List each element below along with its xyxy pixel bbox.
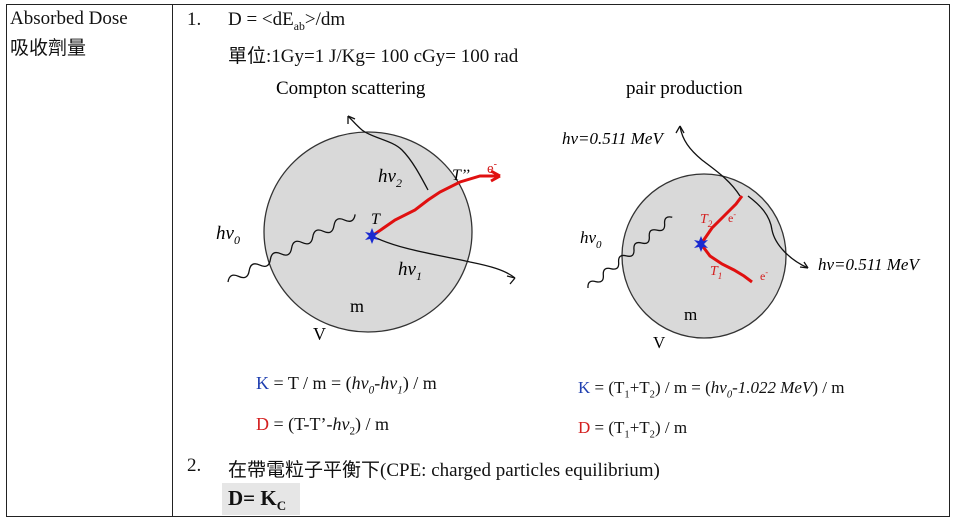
compton-volume-circle: [263, 131, 473, 333]
definition-table: [6, 4, 950, 517]
compton-dose-equation: D = (T-T’-hv2) / m: [256, 414, 390, 438]
compton-secondary-arrow: [347, 115, 356, 124]
pair-label-electron: e-: [760, 268, 768, 283]
compton-label-hv1: hv1: [398, 259, 422, 283]
compton-title: Compton scattering: [276, 78, 426, 99]
pair-label-hv0: hv0: [580, 228, 602, 251]
pair-label-hv-top: hv=0.511 MeV: [562, 129, 665, 148]
pair-interaction-star: [694, 236, 708, 252]
pair-kerma-equation: K = (T1+T2) / m = (hv0-1.022 MeV) / m: [578, 378, 845, 401]
pair-top-arrow: [675, 125, 685, 134]
column-divider: [172, 5, 173, 516]
item-2-number: 2.: [187, 455, 202, 476]
unit-line: 單位:1Gy=1 J/Kg= 100 cGy= 100 rad: [228, 46, 519, 67]
pair-incident-photon: [587, 216, 673, 289]
dose-equals-collision-kerma: D= KC: [228, 486, 287, 514]
term-cell: Absorbed Dose 吸收劑量: [10, 4, 128, 64]
pair-annihilation-photon-right: [747, 195, 809, 269]
compton-incident-photon: [227, 214, 356, 283]
compton-electron-arrow: [490, 169, 501, 183]
pair-label-m: m: [684, 305, 697, 324]
pair-dose-equation: D = (T1+T2) / m: [578, 418, 688, 441]
pair-label-hv-right: hv=0.511 MeV: [818, 255, 921, 274]
pair-volume-circle: [621, 173, 787, 339]
compton-label-m: m: [350, 296, 364, 316]
compton-scattered-photon: [371, 235, 516, 279]
pair-label-T2: T2: [700, 212, 713, 229]
compton-label-T2: T’’: [452, 167, 470, 184]
result-highlight: [222, 483, 300, 515]
compton-label-hv2: hv2: [378, 166, 402, 190]
compton-label-electron: e-: [487, 159, 497, 177]
pair-label-positron: e-: [728, 210, 736, 225]
term-chinese: 吸收劑量: [10, 38, 87, 59]
pair-electron-track: [699, 243, 753, 284]
compton-scattered-arrow: [506, 275, 516, 285]
compton-label-V: V: [313, 324, 326, 344]
pair-positron-track: [699, 195, 744, 245]
compton-label-T: T: [371, 211, 381, 228]
term-english: Absorbed Dose: [10, 8, 128, 29]
pair-right-arrow: [799, 261, 809, 269]
item-1-number: 1.: [187, 9, 202, 30]
pair-label-T1: T1: [710, 264, 722, 281]
compton-interaction-star: [365, 228, 379, 244]
dose-formula: D = <dEab>/dm: [228, 9, 346, 33]
compton-kerma-equation: K = T / m = (hv0-hv1) / m: [256, 373, 437, 397]
cpe-text: 在帶電粒子平衡下(CPE: charged particles equilibr…: [228, 460, 660, 481]
compton-secondary-photon: [347, 115, 429, 191]
pair-title: pair production: [626, 78, 743, 99]
pair-annihilation-photon-top: [679, 125, 741, 197]
compton-electron-track: [371, 174, 500, 238]
pair-label-V: V: [653, 333, 666, 352]
compton-label-hv0: hv0: [216, 223, 240, 247]
